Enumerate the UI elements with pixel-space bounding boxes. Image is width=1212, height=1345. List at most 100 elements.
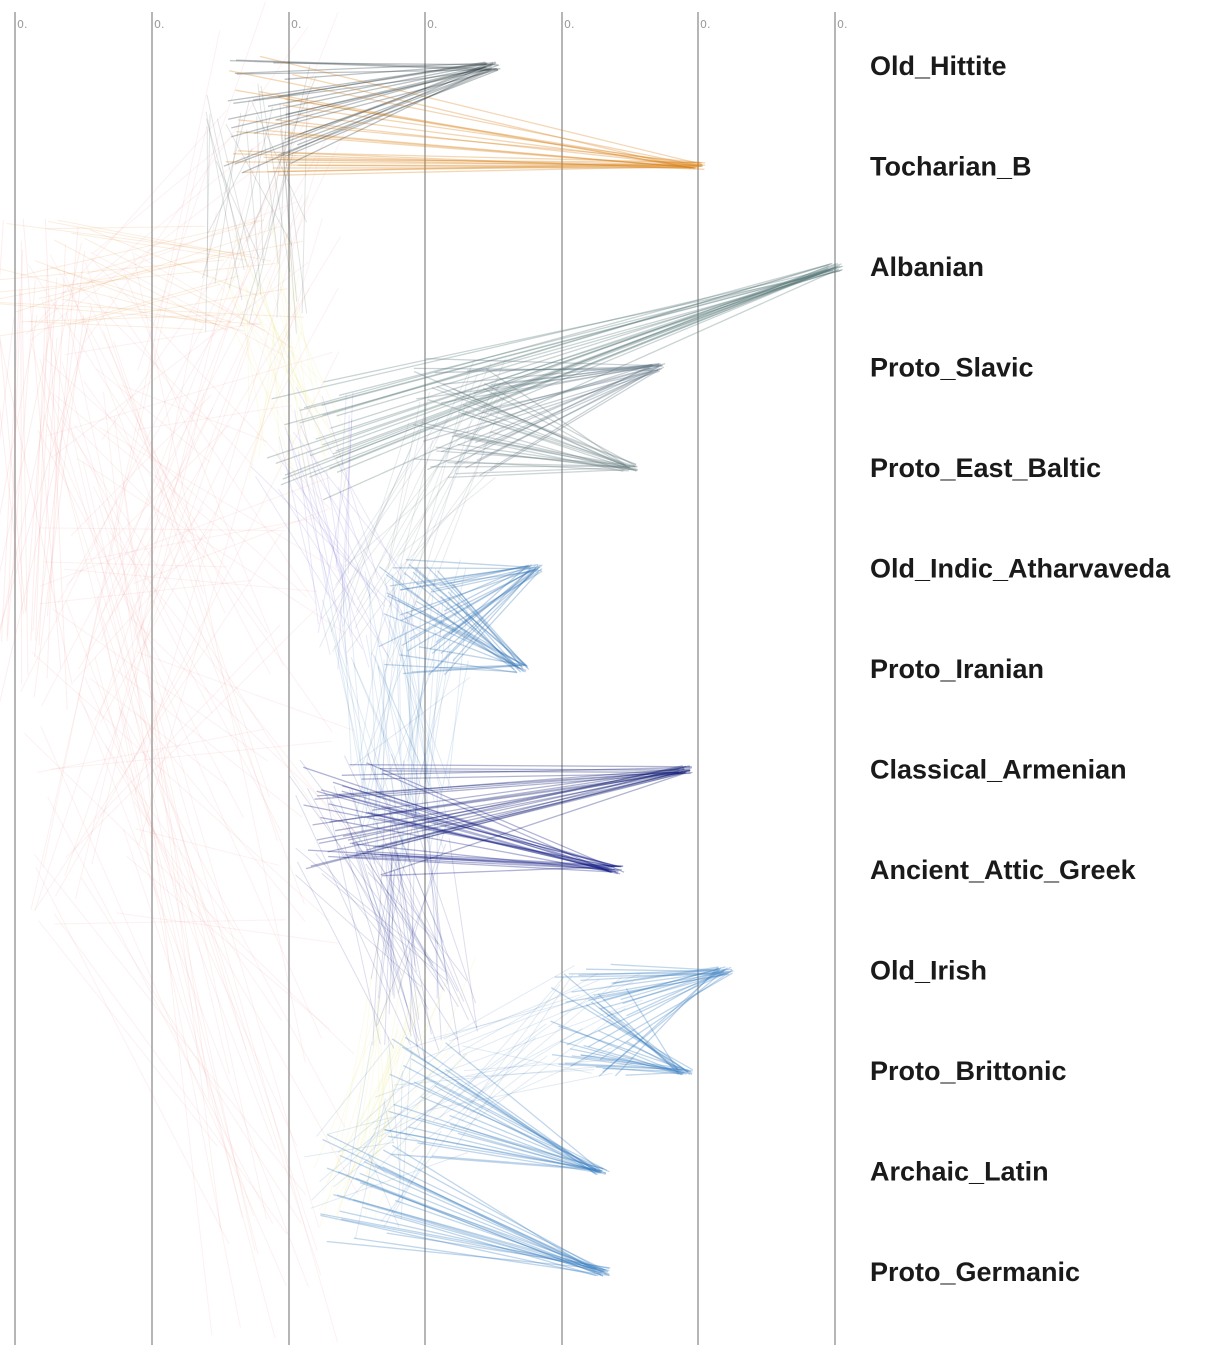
tree-branch bbox=[20, 219, 260, 277]
tree-branch bbox=[299, 269, 834, 412]
tree-branch bbox=[235, 234, 330, 454]
tree-branch bbox=[473, 363, 661, 401]
tree-branch bbox=[207, 148, 253, 234]
tree-branch bbox=[231, 229, 308, 403]
tree-branch bbox=[626, 966, 732, 1017]
tree-branch bbox=[346, 471, 479, 653]
tree-branch bbox=[407, 570, 543, 652]
tree-branch bbox=[65, 424, 230, 587]
tree-branch bbox=[455, 466, 637, 475]
tree-branch bbox=[313, 976, 399, 1169]
tree-branch bbox=[65, 600, 277, 1150]
tree-branch bbox=[280, 269, 831, 486]
tree-branch bbox=[445, 1042, 601, 1171]
tree-branch bbox=[250, 273, 300, 462]
tree-branch bbox=[327, 770, 687, 853]
tree-branch bbox=[569, 1048, 693, 1075]
tree-branch bbox=[440, 595, 522, 673]
tree-branch bbox=[375, 999, 643, 1098]
tree-branch bbox=[427, 366, 659, 471]
tree-branch bbox=[371, 653, 432, 789]
tree-branch bbox=[237, 150, 705, 170]
tree-branch bbox=[387, 1036, 402, 1186]
tree-branch bbox=[413, 370, 626, 466]
tree-branch bbox=[205, 111, 243, 301]
tree-branch bbox=[248, 307, 323, 384]
tree-branch bbox=[261, 284, 297, 401]
tree-branch bbox=[135, 828, 279, 866]
axis-tick-label: 0. bbox=[700, 18, 711, 31]
tree-branch bbox=[610, 963, 720, 972]
tree-branch bbox=[475, 366, 651, 444]
tree-branch bbox=[25, 121, 287, 335]
tree-branch bbox=[44, 218, 68, 710]
tree-branch bbox=[319, 994, 390, 1229]
tree-branch bbox=[448, 838, 478, 1032]
tree-branch bbox=[394, 1214, 608, 1276]
tree-branch bbox=[408, 411, 475, 623]
tree-branch bbox=[326, 797, 381, 1045]
tree-branch bbox=[432, 1028, 583, 1122]
tree-branch bbox=[413, 367, 659, 371]
tree-branch bbox=[404, 1036, 598, 1173]
tree-branch bbox=[46, 244, 66, 679]
tree-branch bbox=[385, 854, 394, 996]
tree-branch bbox=[550, 987, 685, 1070]
tree-branch bbox=[370, 373, 478, 656]
tree-branch bbox=[359, 1181, 608, 1272]
tree-branch bbox=[454, 363, 653, 465]
tree-branch bbox=[333, 785, 403, 976]
tree-branch bbox=[425, 357, 662, 367]
tree-branch bbox=[483, 382, 638, 468]
tree-branch bbox=[379, 854, 616, 871]
tree-branch bbox=[232, 153, 693, 169]
tree-branch bbox=[30, 119, 209, 910]
tree-branch bbox=[33, 854, 306, 1196]
tree-branch bbox=[273, 225, 312, 474]
tree-branch bbox=[396, 660, 401, 755]
tree-branch bbox=[315, 853, 391, 948]
tree-branch bbox=[455, 974, 574, 1146]
tree-branch bbox=[336, 268, 843, 417]
tree-branch bbox=[389, 1073, 610, 1173]
tree-branch bbox=[319, 448, 412, 648]
tree-branch bbox=[350, 656, 429, 835]
tree-branch bbox=[235, 89, 696, 169]
tree-branch bbox=[284, 262, 839, 476]
tree-branch bbox=[50, 740, 333, 770]
tree-branch bbox=[428, 1000, 574, 1040]
tree-branch bbox=[276, 65, 492, 121]
tree-branch bbox=[99, 426, 341, 573]
tree-branch bbox=[326, 470, 352, 637]
tree-branch bbox=[34, 531, 283, 911]
tree-branch bbox=[130, 617, 360, 836]
tree-branch bbox=[315, 269, 838, 440]
tree-branch bbox=[337, 995, 443, 1198]
tree-branch bbox=[294, 409, 328, 596]
tree-branch bbox=[580, 971, 725, 982]
tree-branch bbox=[305, 768, 691, 870]
tree-branch bbox=[376, 843, 447, 1026]
tree-branch bbox=[41, 194, 309, 706]
tree-branch bbox=[61, 201, 298, 294]
tree-branch bbox=[284, 64, 500, 140]
tree-branch bbox=[328, 855, 612, 873]
tree-branch bbox=[272, 325, 282, 475]
tree-branch bbox=[49, 266, 232, 323]
tree-branch bbox=[250, 465, 421, 633]
tree-branch bbox=[311, 1104, 408, 1201]
tree-branch bbox=[284, 426, 356, 606]
tree-branch bbox=[317, 469, 348, 633]
tree-branch bbox=[416, 600, 525, 667]
tree-branch bbox=[365, 812, 619, 873]
tree-branch bbox=[48, 221, 235, 257]
tree-branch bbox=[341, 564, 352, 767]
tree-branch bbox=[330, 994, 381, 1155]
tree-branch bbox=[381, 772, 612, 873]
tree-branch bbox=[382, 865, 624, 877]
tree-branch bbox=[282, 265, 829, 480]
tree-branch bbox=[378, 817, 615, 868]
tree-branch bbox=[482, 370, 653, 412]
tree-branch bbox=[86, 219, 265, 275]
tree-branch bbox=[361, 644, 412, 766]
